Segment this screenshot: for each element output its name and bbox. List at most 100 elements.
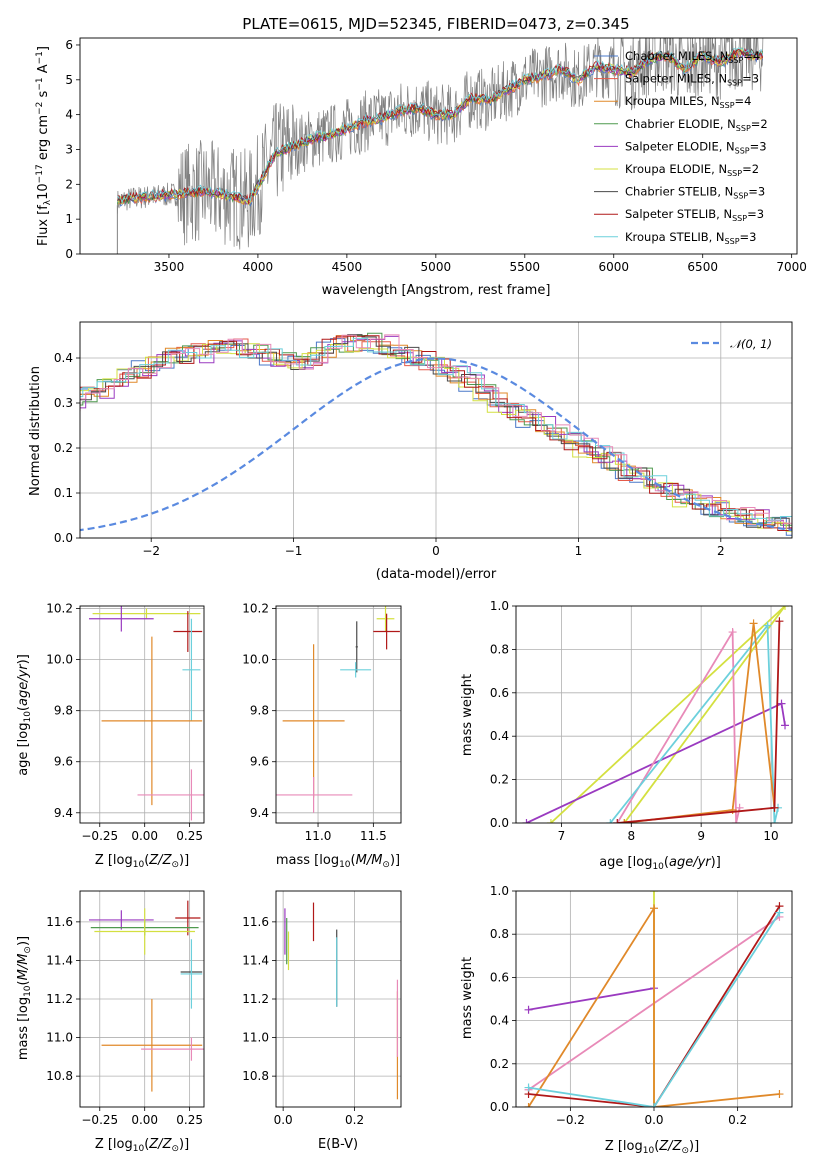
spectrum-title: PLATE=0615, MJD=52345, FIBERID=0473, z=0…	[242, 15, 629, 33]
y-tick-label: 0.1	[54, 486, 73, 500]
y-tick-label: 0.4	[490, 1014, 509, 1028]
age-vs-mass-panel: mass [log10(M/M⊙)] 11.0 11.5 9.4 9.6 9.8 10.0…	[242, 602, 402, 870]
residual-histogram-panel: (data-model)/error Normed distribution −…	[28, 321, 793, 582]
legend-label-sub: SSP	[736, 124, 751, 133]
legend-label-main: Kroupa MILES, N	[625, 94, 720, 108]
y-tick-label: 0.0	[54, 531, 73, 545]
model-spectrum	[117, 48, 764, 205]
massweight-marker	[613, 819, 622, 823]
axes-frame	[515, 605, 793, 824]
x-tick-label: −0.25	[81, 829, 118, 843]
axes-frame	[515, 890, 793, 1108]
x-tick-label: 7000	[776, 260, 807, 274]
massweight-marker	[770, 819, 779, 823]
y-tick-label: 2	[65, 177, 73, 191]
massweight-marker	[524, 1005, 533, 1014]
legend-label-tail: =2	[751, 117, 768, 131]
legend-label-tail: =2	[742, 162, 759, 176]
y-tick-label: 4	[65, 108, 73, 122]
legend-label-sub: SSP	[728, 56, 743, 65]
y-tick-label: 0.3	[54, 396, 73, 410]
y-tick-label: 11.2	[242, 992, 269, 1006]
legend-label: Chabrier MILES, NSSP=4	[625, 49, 760, 65]
legend-label-main: Chabrier MILES, N	[625, 49, 728, 63]
histogram-xlabel: (data-model)/error	[376, 567, 497, 582]
legend-label-main: Chabrier ELODIE, N	[625, 117, 736, 131]
age-vs-z-ylabel: age [log10(age/yr)]	[16, 654, 33, 776]
y-tick-label: 11.6	[242, 915, 269, 929]
y-tick-label: 11.6	[46, 915, 73, 929]
x-tick-label: −2	[142, 544, 160, 558]
axes-frame	[79, 605, 205, 824]
axes-frame	[79, 890, 205, 1108]
legend-label-main: Kroupa STELIB, N	[625, 230, 725, 244]
y-tick-label: 3	[65, 142, 73, 156]
y-tick-label: 9.8	[54, 704, 73, 718]
spectrum-data	[116, 38, 764, 254]
y-tick-label: 11.4	[46, 953, 73, 967]
massweight-marker	[524, 1083, 533, 1092]
legend-label: Kroupa MILES, NSSP=4	[625, 94, 751, 110]
y-tick-label: 1	[65, 212, 73, 226]
legend-label-sub: SSP	[720, 101, 735, 110]
y-tick-label: 11.2	[46, 992, 73, 1006]
massweight-marker	[650, 891, 658, 895]
gaussian-reference-curve	[80, 357, 792, 532]
y-tick-label: 6	[65, 38, 73, 52]
x-tick-label: 5500	[510, 260, 541, 274]
legend-label-sub: SSP	[727, 169, 742, 178]
histogram-step	[80, 343, 792, 532]
legend-label-main: Kroupa ELODIE, N	[625, 162, 727, 176]
legend-label: Salpeter STELIB, NSSP=3	[625, 207, 764, 223]
y-tick-label: 0.8	[490, 927, 509, 941]
massweight-data	[522, 606, 790, 823]
x-tick-label: 4500	[332, 260, 363, 274]
massweight-marker	[781, 721, 790, 730]
massweight-marker	[522, 819, 531, 823]
legend-label-main: Salpeter ELODIE, N	[625, 139, 735, 153]
y-tick-label: 0.6	[490, 970, 509, 984]
x-tick-label: 5000	[421, 260, 452, 274]
massweight-vs-z-xlabel: Z [log10(Z/Z⊙)]	[605, 1139, 699, 1156]
y-tick-label: 10.2	[46, 602, 73, 616]
legend-label-sub: SSP	[727, 79, 742, 88]
massweight-line	[527, 905, 780, 1107]
y-tick-label: 0	[65, 247, 73, 261]
legend-label-tail: =3	[740, 230, 757, 244]
x-tick-label: 0.25	[176, 829, 203, 843]
massweight-marker	[546, 819, 555, 823]
massweight-vs-z-ylabel: mass weight	[460, 957, 475, 1039]
axes-frame	[275, 605, 402, 824]
y-tick-label: 10.0	[242, 653, 269, 667]
x-tick-label: 1	[575, 544, 583, 558]
histogram-step	[80, 332, 792, 526]
x-tick-label: 0	[432, 544, 440, 558]
histogram-step	[80, 334, 792, 524]
massweight-marker	[770, 803, 779, 812]
y-tick-label: 0.8	[490, 642, 509, 656]
massweight-line	[609, 623, 779, 823]
legend-label: Chabrier ELODIE, NSSP=2	[625, 117, 768, 133]
histogram-step	[80, 337, 792, 529]
y-tick-label: 1.0	[490, 884, 509, 898]
spectrum-panel: PLATE=0615, MJD=52345, FIBERID=0473, z=0…	[35, 15, 807, 298]
legend-label-sub: SSP	[733, 192, 748, 201]
y-tick-label: 11.4	[242, 953, 269, 967]
x-tick-label: 11.0	[305, 829, 332, 843]
massweight-marker	[650, 1103, 658, 1107]
spectrum-ylabel: Flux [fλ10−17 erg cm−2 s−1 A−1]	[35, 46, 53, 246]
axes-frame	[275, 890, 402, 1108]
y-tick-label: 10.8	[242, 1069, 269, 1083]
x-tick-label: 4000	[243, 260, 274, 274]
x-tick-label: 7	[558, 829, 566, 843]
massweight-marker	[763, 621, 772, 630]
x-tick-label: −0.2	[556, 1113, 585, 1127]
massweight-line	[528, 987, 655, 1011]
x-tick-label: 11.5	[360, 829, 387, 843]
y-tick-label: 9.6	[250, 755, 269, 769]
y-tick-label: 0.4	[490, 729, 509, 743]
legend-label: Kroupa ELODIE, NSSP=2	[625, 162, 759, 178]
errorbar-data	[276, 606, 400, 813]
massweight-marker	[781, 606, 790, 610]
